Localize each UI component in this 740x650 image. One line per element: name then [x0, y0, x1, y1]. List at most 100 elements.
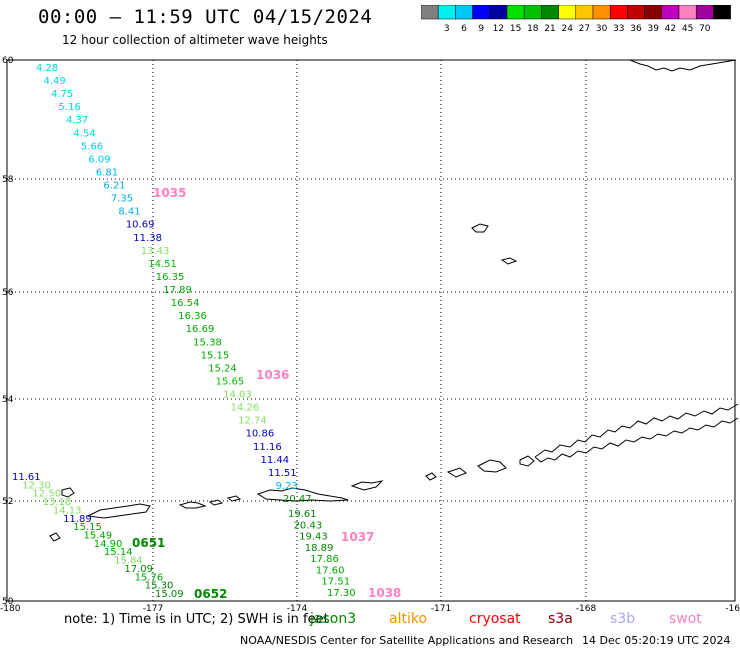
alaska-peninsula-coast [534, 403, 739, 463]
latitude-label: 54 [2, 395, 14, 405]
longitude-label: -16 [725, 604, 740, 614]
scale-label: 33 [613, 24, 624, 34]
island-islands-of-four-mountains [425, 472, 437, 481]
wave-height-label: 11.89 [63, 514, 92, 525]
lat-lon-grid [7, 60, 735, 601]
wave-height-label: 11.38 [133, 233, 162, 244]
island-near-islands [49, 487, 151, 542]
longitude-label: -168 [576, 604, 597, 614]
latitude-label: 56 [2, 288, 14, 298]
legend-item-cryosat: cryosat [469, 611, 521, 627]
pass-time-label: 0651 [132, 536, 165, 550]
wave-height-label: 12.30 [22, 480, 51, 491]
wave-height-label: 20.47 [283, 494, 312, 505]
island-st-lawrence-coast [629, 59, 737, 72]
latitude-label: 52 [2, 497, 13, 507]
wave-height-label: 19.61 [288, 509, 317, 520]
pass-time-label: 1037 [341, 530, 374, 544]
island-adak-group [256, 487, 349, 502]
scale-label: 27 [579, 24, 590, 34]
wave-track-1: 4.28 4.49 4.75 5.16 4.37 4.54 5.66 6.09 6.81 6.21… [36, 63, 312, 505]
axis-ticks: 60 58 56 54 52 50-180 -177 -174 -171 -168 -16 [0, 56, 740, 614]
wave-track-2: 11.6112.3012.5013.1814.1311.8915.1515.49… [12, 472, 184, 600]
scale-label: 30 [596, 24, 608, 34]
wave-height-label: 15.38 [193, 337, 222, 348]
wave-height-label: 15.15 [73, 522, 102, 533]
legend-item-jason3: jason3 [310, 611, 357, 627]
wave-height-label: 16.36 [178, 311, 207, 322]
scale-label: 12 [493, 24, 504, 34]
island-pribilof [471, 223, 518, 265]
wave-height-label: 13.18 [43, 497, 72, 508]
generation-timestamp: 14 Dec 05:20:19 UTC 2024 [582, 634, 731, 647]
longitude-label: -171 [431, 604, 451, 614]
wave-height-label: 11.51 [268, 468, 297, 479]
wave-height-label: 15.14 [104, 547, 133, 558]
scale-label: 15 [510, 24, 521, 34]
longitude-label: -180 [0, 604, 21, 614]
wave-height-label: 17.86 [310, 554, 339, 565]
scale-label: 18 [527, 24, 539, 34]
scale-swatch [713, 5, 731, 20]
wave-height-label: 4.75 [51, 89, 73, 100]
wave-height-label: 6.21 [103, 181, 125, 192]
longitude-label: -177 [143, 604, 163, 614]
island-amlia-atka [350, 480, 384, 491]
wave-height-label: 17.30 [327, 588, 356, 599]
wave-height-label: 15.84 [114, 556, 143, 567]
island-umnak [446, 467, 467, 478]
credit-text: NOAA/NESDIS Center for Satellite Applica… [240, 634, 574, 647]
wave-height-label: 15.30 [145, 581, 174, 592]
scale-label: 6 [461, 24, 467, 34]
pass-time-label: 1038 [368, 586, 401, 600]
wave-height-label: 17.89 [163, 285, 192, 296]
latitude-label: 60 [2, 56, 14, 66]
footer-note: note: 1) Time is in UTC; 2) SWH is in fe… [64, 612, 329, 627]
wave-height-label: 13.43 [141, 246, 170, 257]
wave-height-label: 18.89 [305, 543, 334, 554]
wave-height-label: 10.86 [246, 429, 275, 440]
wave-height-label: 17.09 [124, 564, 153, 575]
wave-height-label: 15.65 [216, 376, 245, 387]
pass-time-labels: 1035 1036 1037 1038 0651 0652 [132, 186, 401, 601]
wave-height-label: 5.66 [81, 141, 103, 152]
scale-label: 42 [665, 24, 676, 34]
wave-height-label: 5.16 [58, 102, 80, 113]
wave-height-label: 15.76 [135, 572, 164, 583]
wave-height-label: 10.69 [126, 220, 155, 231]
wave-height-label: 17.60 [316, 565, 345, 576]
page-title: 00:00 – 11:59 UTC 04/15/2024 [38, 6, 373, 28]
latitude-label: 50 [2, 597, 14, 607]
wave-height-label: 14.90 [94, 539, 123, 550]
scale-label: 3 [444, 24, 450, 34]
pass-time-label: 1036 [256, 368, 289, 382]
wave-height-label: 7.35 [111, 194, 133, 205]
wave-height-label: 17.51 [321, 577, 350, 588]
scale-label: 9 [478, 24, 484, 34]
scale-label: 39 [647, 24, 659, 34]
wave-height-label: 4.28 [36, 63, 58, 74]
wave-height-label: 15.24 [208, 363, 237, 374]
pass-time-label: 1035 [153, 186, 186, 200]
coastlines [49, 59, 739, 542]
scale-label: 70 [699, 24, 711, 34]
legend-item-s3a: s3a [548, 611, 573, 627]
scale-label: 21 [544, 24, 555, 34]
wave-height-label: 16.35 [156, 272, 185, 283]
wave-height-label: 14.03 [223, 390, 252, 401]
wave-height-label: 11.16 [253, 442, 282, 453]
wave-height-label: 14.26 [231, 403, 260, 414]
wave-height-label: 15.15 [201, 350, 230, 361]
island-rat-islands [178, 495, 242, 509]
wave-height-label: 12.50 [32, 489, 61, 500]
scale-label: 36 [630, 24, 642, 34]
wave-height-label: 16.69 [186, 324, 215, 335]
longitude-label: -174 [287, 604, 308, 614]
wave-height-label: 12.74 [238, 416, 267, 427]
scale-label: 24 [561, 24, 573, 34]
wave-height-label: 11.44 [261, 455, 290, 466]
wave-height-label: 14.51 [148, 259, 177, 270]
page-subtitle: 12 hour collection of altimeter wave hei… [62, 33, 328, 47]
